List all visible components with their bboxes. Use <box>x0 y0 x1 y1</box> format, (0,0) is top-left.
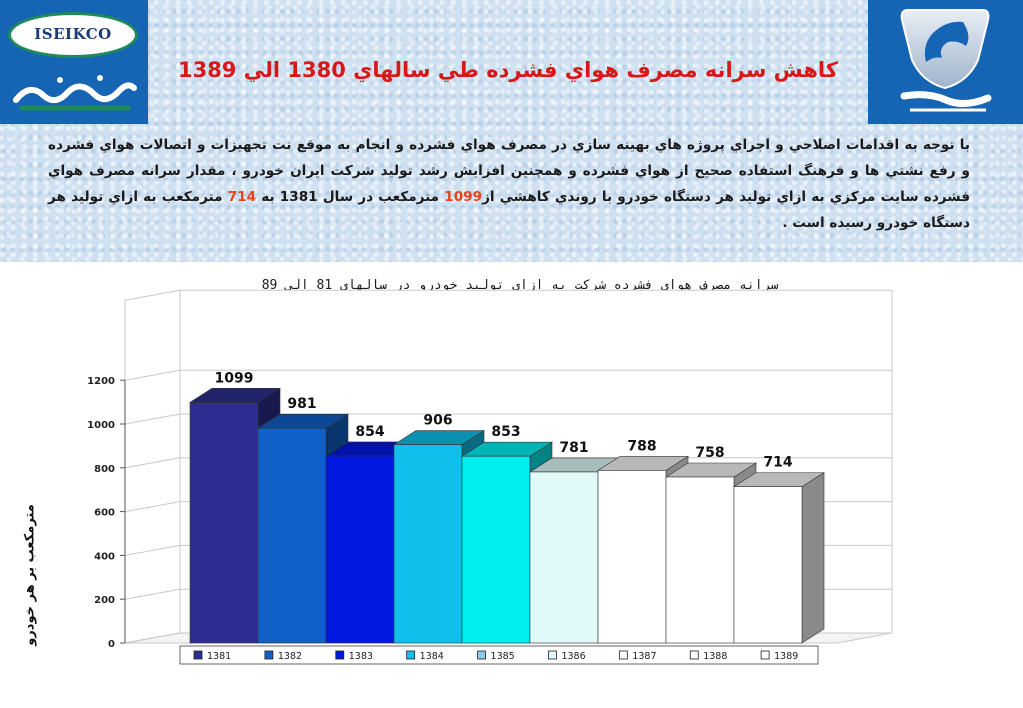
gridline-side <box>124 369 181 381</box>
chart-title: سرانه مصرف هواى فشرده شركت به ازاى توليد… <box>261 278 779 293</box>
y-tick-label: 1000 <box>87 420 115 431</box>
data-label-1389: 714 <box>763 455 792 471</box>
legend-label-1383: 1383 <box>349 651 373 662</box>
gridline-side <box>124 413 181 425</box>
bar-1385 <box>461 455 531 644</box>
gridline-side <box>124 544 181 556</box>
legend-swatch-1382 <box>264 650 274 660</box>
bar-1384 <box>393 444 463 644</box>
bar-1386 <box>529 471 599 644</box>
legend-label-1384: 1384 <box>420 651 444 662</box>
legend-label-1388: 1388 <box>703 651 727 662</box>
iseikco-farsi-wordmark-icon <box>13 75 137 111</box>
highlight-end-value: 714 <box>227 189 257 205</box>
gridline-side <box>124 501 181 513</box>
bar-chart: 0 200 400 600 800 1000 1200 1099 981 854 906 853 781… <box>87 289 893 665</box>
highlight-start-value: 1099 <box>444 189 483 205</box>
paragraph-text-start: با توجه به اقدامات اصلاحي و اجراي پروژه … <box>48 137 970 205</box>
legend-label-1387: 1387 <box>632 651 656 662</box>
header-banner: ISEIKCO كاهش سرانه مصرف هواي فشرده طي سا… <box>0 0 1023 262</box>
legend-label-1382: 1382 <box>278 651 302 662</box>
iran-khodro-logo <box>868 0 1023 124</box>
legend-swatch-1381 <box>193 650 203 660</box>
bar-1389 <box>733 486 803 644</box>
data-label-1384: 906 <box>423 413 452 429</box>
legend-label-1385: 1385 <box>491 651 515 662</box>
iseikco-logo-text: ISEIKCO <box>34 25 112 43</box>
bar-1382 <box>257 427 327 644</box>
iseikco-oval-emblem: ISEIKCO <box>8 12 138 58</box>
legend-swatch-1387 <box>618 650 628 660</box>
data-label-1386: 781 <box>559 440 588 456</box>
bar-1381 <box>189 402 259 644</box>
y-tick-label: 800 <box>94 464 115 475</box>
bar-side-1389 <box>801 472 825 644</box>
y-tick-label: 400 <box>94 551 115 562</box>
legend-swatch-1383 <box>335 650 345 660</box>
iseikco-logo: ISEIKCO <box>0 0 148 124</box>
y-tick-label: 200 <box>94 595 115 606</box>
gridline-side <box>124 588 181 600</box>
legend-swatch-1384 <box>406 650 416 660</box>
y-tick-label: 1200 <box>87 376 115 387</box>
legend-swatch-1386 <box>548 650 557 660</box>
y-tick-label: 600 <box>94 508 115 519</box>
bar-1388 <box>665 476 735 644</box>
data-label-1388: 758 <box>695 445 724 461</box>
paragraph-text-end: مترمكعب به ازاي توليد هر دستگاه خودرو رس… <box>48 189 970 231</box>
page-title: كاهش سرانه مصرف هواي فشرده طي سالهاي 138… <box>177 58 839 82</box>
data-label-1381: 1099 <box>215 370 254 386</box>
paragraph-text-middle: مترمكعب در سال 1381 به <box>256 189 445 205</box>
legend-label-1381: 1381 <box>207 651 231 662</box>
gridline-side <box>124 457 181 469</box>
data-label-1387: 788 <box>627 438 656 454</box>
y-tick-label: 0 <box>108 639 115 650</box>
iran-khodro-horse-shield-icon <box>900 9 992 112</box>
description-paragraph: با توجه به اقدامات اصلاحي و اجراي پروژه … <box>48 132 970 236</box>
legend-label-1389: 1389 <box>774 651 798 662</box>
legend-swatch-1388 <box>689 650 699 660</box>
gridline-side <box>124 632 181 644</box>
legend-swatch-1385 <box>477 650 486 660</box>
data-label-1383: 854 <box>355 424 384 440</box>
data-label-1385: 853 <box>491 424 520 440</box>
legend-label-1386: 1386 <box>561 651 585 662</box>
bar-1383 <box>325 455 395 644</box>
legend-swatch-1389 <box>760 650 770 660</box>
bar-1387 <box>597 470 667 644</box>
legend-box <box>179 645 819 665</box>
data-label-1382: 981 <box>287 396 316 412</box>
